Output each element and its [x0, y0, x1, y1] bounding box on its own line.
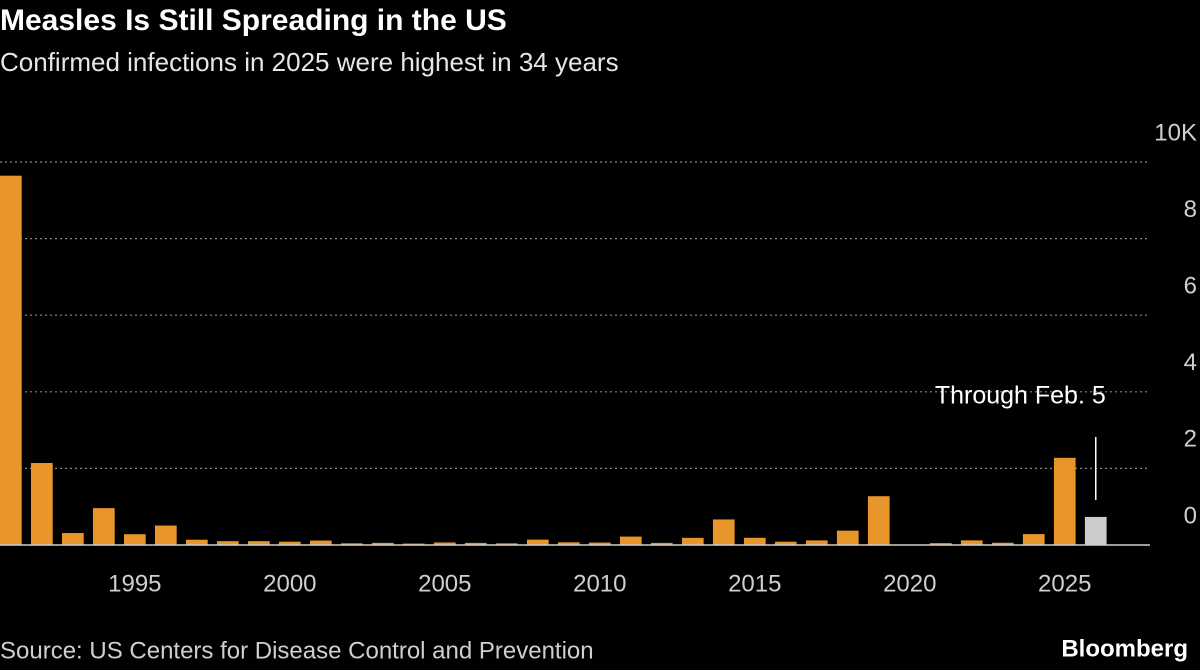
x-tick-label: 1995: [108, 570, 161, 597]
x-tick-label: 2020: [883, 570, 936, 597]
x-tick-label: 2015: [728, 570, 781, 597]
bar: [1022, 534, 1045, 545]
y-tick-label: 4: [1184, 349, 1197, 376]
bar: [30, 463, 53, 545]
y-tick-label: 2: [1184, 426, 1197, 453]
bar: [867, 496, 890, 545]
bar: [1084, 516, 1107, 545]
bar: [557, 542, 580, 545]
x-tick-label: 2005: [418, 570, 471, 597]
bar: [371, 542, 394, 545]
bar: [123, 534, 146, 545]
bar: [247, 541, 270, 545]
bar: [185, 539, 208, 545]
bar: [1053, 457, 1076, 545]
bar: [526, 539, 549, 545]
x-tick-label: 2010: [573, 570, 626, 597]
bar: [991, 542, 1014, 545]
bar: [712, 519, 735, 545]
bar: [836, 530, 859, 545]
source: Source: US Centers for Disease Control a…: [0, 637, 594, 664]
bar: [433, 542, 456, 545]
bar: [61, 533, 84, 545]
chart-title: Measles Is Still Spreading in the US: [0, 4, 507, 37]
y-tick-label: 10K: [1154, 119, 1197, 146]
bar: [216, 541, 239, 545]
bar: [650, 542, 673, 545]
bar: [495, 543, 518, 545]
y-tick-label: 6: [1184, 273, 1197, 300]
bar: [154, 525, 177, 545]
bar: [588, 542, 611, 545]
y-tick-label: 0: [1184, 502, 1197, 529]
bar: [929, 543, 952, 545]
bar: [681, 537, 704, 545]
x-tick-label: 2025: [1038, 570, 1091, 597]
chart-subtitle: Confirmed infections in 2025 were highes…: [0, 47, 619, 77]
bar: [743, 537, 766, 545]
bar: [805, 540, 828, 545]
bar: [774, 541, 797, 545]
annotation: Through Feb. 5: [935, 382, 1106, 410]
bar: [92, 508, 115, 545]
y-tick-label: 8: [1184, 196, 1197, 223]
bar: [340, 543, 363, 545]
x-tick-label: 2000: [263, 570, 316, 597]
bar: [309, 540, 332, 545]
bar: [960, 540, 983, 545]
bar: [278, 541, 301, 545]
bar: [0, 175, 22, 545]
bar: [464, 542, 487, 545]
bar: [619, 536, 642, 545]
brand: Bloomberg: [1061, 635, 1188, 662]
